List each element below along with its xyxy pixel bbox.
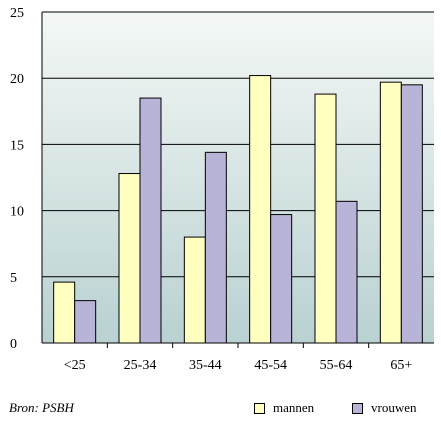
bar-vrouwen-35-44 bbox=[204, 151, 227, 344]
y-tick-label-25: 25 bbox=[10, 6, 24, 21]
y-tick-label-10: 10 bbox=[10, 205, 24, 220]
x-tick-label-35-44: 35-44 bbox=[189, 358, 222, 373]
bar-mannen-45-54 bbox=[249, 75, 272, 344]
bar-mannen-55-64 bbox=[314, 93, 337, 344]
x-tick-label-25-34: 25-34 bbox=[124, 358, 157, 373]
bar-vrouwen-<25 bbox=[74, 300, 97, 344]
y-tick-label-20: 20 bbox=[10, 72, 24, 87]
y-tick-label-15: 15 bbox=[10, 138, 24, 153]
x-tick-labels: <25 25-34 35-44 45-54 55-64 65+ bbox=[64, 358, 413, 373]
x-tick-label-45-54: 45-54 bbox=[254, 358, 287, 373]
bar-mannen-25-34 bbox=[118, 173, 141, 344]
plot-background bbox=[42, 12, 434, 343]
x-tick-label-<25: <25 bbox=[64, 358, 86, 373]
y-tick-labels: 0 5 10 15 20 25 bbox=[10, 6, 24, 352]
legend-label-mannen: mannen bbox=[273, 400, 315, 415]
bar-vrouwen-55-64 bbox=[335, 200, 358, 344]
bar-vrouwen-65+ bbox=[400, 84, 423, 344]
legend-swatch-mannen bbox=[254, 402, 265, 414]
bar-chart: 0 5 10 15 20 25 <25 25-34 35-44 45-54 55-64 65+ bbox=[10, 6, 434, 373]
x-tick-label-65+: 65+ bbox=[390, 358, 412, 373]
source-note: Bron: PSBH bbox=[9, 400, 74, 415]
y-tick-label-0: 0 bbox=[10, 337, 17, 352]
bar-vrouwen-45-54 bbox=[270, 214, 293, 344]
legend-label-vrouwen: vrouwen bbox=[371, 400, 417, 415]
legend-swatch-vrouwen bbox=[352, 402, 363, 414]
bar-vrouwen-25-34 bbox=[139, 97, 162, 344]
axes bbox=[41, 12, 434, 348]
grid-lines bbox=[42, 11, 434, 278]
bar-mannen-35-44 bbox=[183, 236, 206, 344]
y-tick-label-5: 5 bbox=[10, 271, 17, 286]
legend-item-mannen: mannen bbox=[254, 400, 314, 416]
x-tick-label-55-64: 55-64 bbox=[320, 358, 353, 373]
bar-mannen-65+ bbox=[379, 81, 402, 344]
bar-mannen-<25 bbox=[53, 281, 76, 344]
legend-item-vrouwen: vrouwen bbox=[352, 400, 417, 416]
